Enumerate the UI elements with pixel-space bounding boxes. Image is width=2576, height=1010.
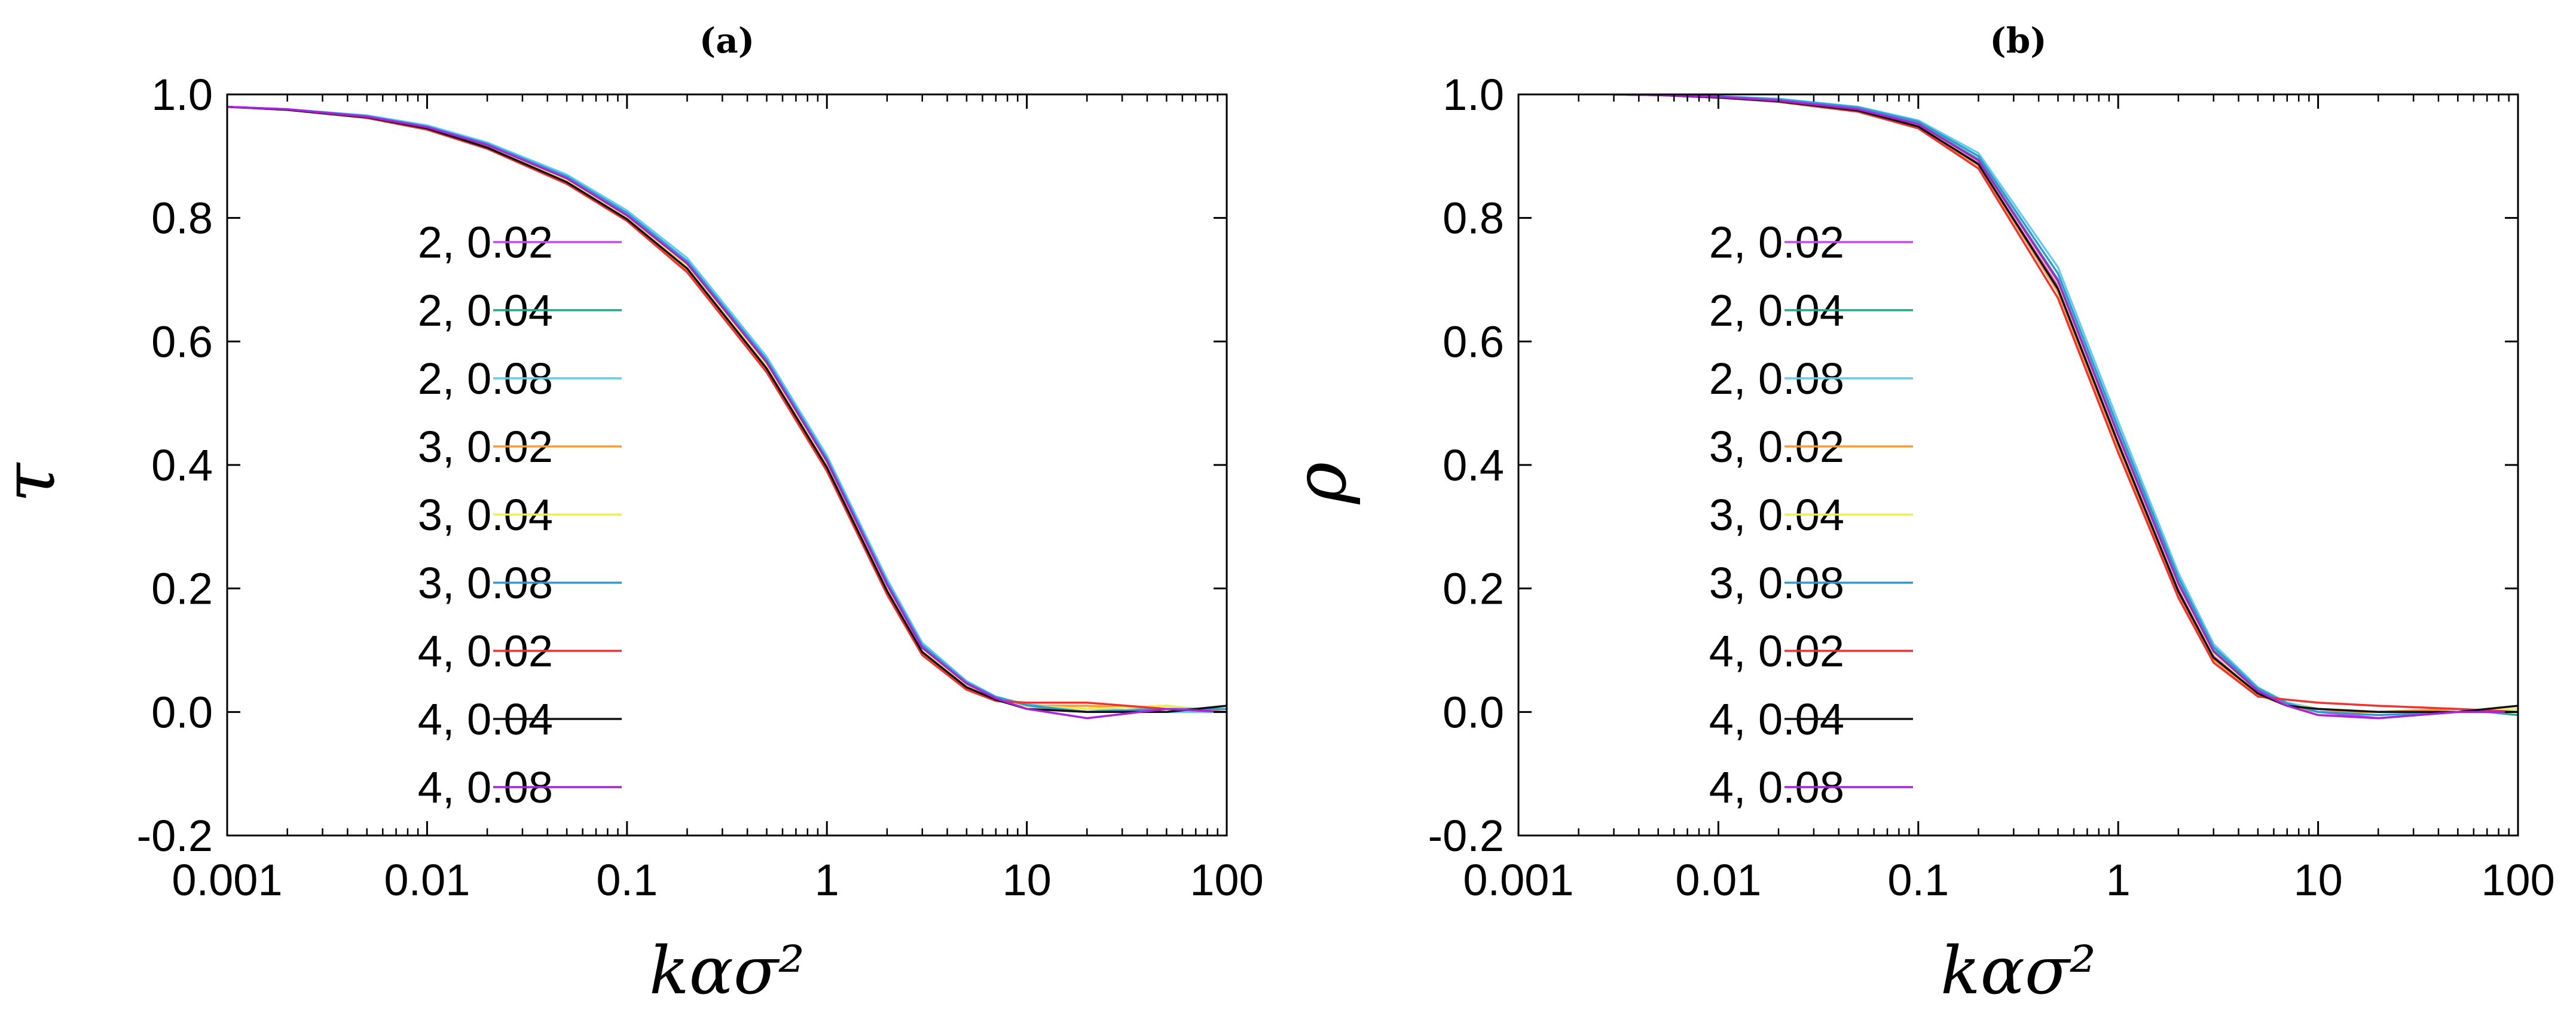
series-line-7 bbox=[227, 105, 1227, 714]
y-tick-label: -0.2 bbox=[136, 811, 213, 861]
plot-frame bbox=[226, 93, 1228, 837]
series-line-8 bbox=[1614, 94, 2518, 720]
y-tick-label: 0.8 bbox=[151, 194, 213, 243]
x-tick-label: 100 bbox=[2481, 855, 2554, 905]
y-axis-label: ρ bbox=[1279, 462, 1362, 506]
series-line-0 bbox=[1614, 94, 2518, 720]
x-tick-label: 1 bbox=[815, 855, 839, 905]
y-tick-label: 0.2 bbox=[1443, 564, 1504, 614]
series-line-0 bbox=[227, 105, 1227, 714]
series-line-5 bbox=[1614, 94, 2518, 717]
y-tick-label: 0.0 bbox=[1443, 687, 1504, 737]
chart-panel-b: (b) -0.2 0.0 0.2 0.4 0.6 0.8 1.0 0.001 0.01 0.1 1 10… bbox=[1279, 20, 2555, 1009]
y-tick-label: 0.8 bbox=[1443, 194, 1504, 243]
x-tick-label: 0.01 bbox=[384, 855, 470, 905]
x-tick-label: 1 bbox=[2106, 855, 2131, 905]
x-tick-label: 0.001 bbox=[172, 855, 282, 905]
series-line-5 bbox=[227, 105, 1227, 714]
chart-title: (a) bbox=[699, 20, 754, 61]
y-tick-label: 0.6 bbox=[151, 317, 213, 366]
legend: 2, 0.022, 0.042, 0.083, 0.023, 0.043, 0.… bbox=[1709, 218, 1913, 812]
y-tick-label: 0.4 bbox=[151, 440, 213, 490]
series-line-2 bbox=[227, 105, 1227, 714]
x-tick-label: 0.001 bbox=[1463, 855, 1573, 905]
x-tick-label: 100 bbox=[1190, 855, 1263, 905]
series-group bbox=[1614, 94, 2518, 720]
x-tick-label: 10 bbox=[1002, 855, 1051, 905]
y-tick-label: -0.2 bbox=[1428, 811, 1504, 861]
series-line-6 bbox=[227, 105, 1227, 714]
x-axis-label: kασ² bbox=[1941, 932, 2096, 1009]
y-tick-label: 0.4 bbox=[1443, 440, 1504, 490]
x-tick-label: 0.1 bbox=[1887, 855, 1949, 905]
series-line-3 bbox=[227, 105, 1227, 714]
y-tick-label: 1.0 bbox=[151, 70, 213, 120]
plot-frame bbox=[1517, 93, 2519, 837]
y-tick-label: 1.0 bbox=[1443, 70, 1504, 120]
series-line-4 bbox=[227, 105, 1227, 714]
chart-panel-a: (a) -0.2 0.0 0.2 0.4 0.6 0.8 1.0 0.001 0.01 0.1 1 10… bbox=[0, 20, 1264, 1009]
x-tick-label: 0.1 bbox=[596, 855, 658, 905]
series-group bbox=[227, 105, 1227, 720]
x-tick-label: 10 bbox=[2293, 855, 2342, 905]
y-tick-label: 0.0 bbox=[151, 687, 213, 737]
series-line-1 bbox=[227, 105, 1227, 714]
y-tick-label: 0.2 bbox=[151, 564, 213, 614]
x-tick-label: 0.01 bbox=[1675, 855, 1761, 905]
legend: 2, 0.022, 0.042, 0.083, 0.023, 0.043, 0.… bbox=[418, 218, 622, 812]
chart-title: (b) bbox=[1990, 20, 2046, 61]
y-axis-label: τ bbox=[0, 462, 71, 503]
y-tick-label: 0.6 bbox=[1443, 317, 1504, 366]
series-line-8 bbox=[227, 105, 1227, 720]
series-line-1 bbox=[1614, 94, 2518, 717]
x-axis-label: kασ² bbox=[649, 932, 805, 1009]
